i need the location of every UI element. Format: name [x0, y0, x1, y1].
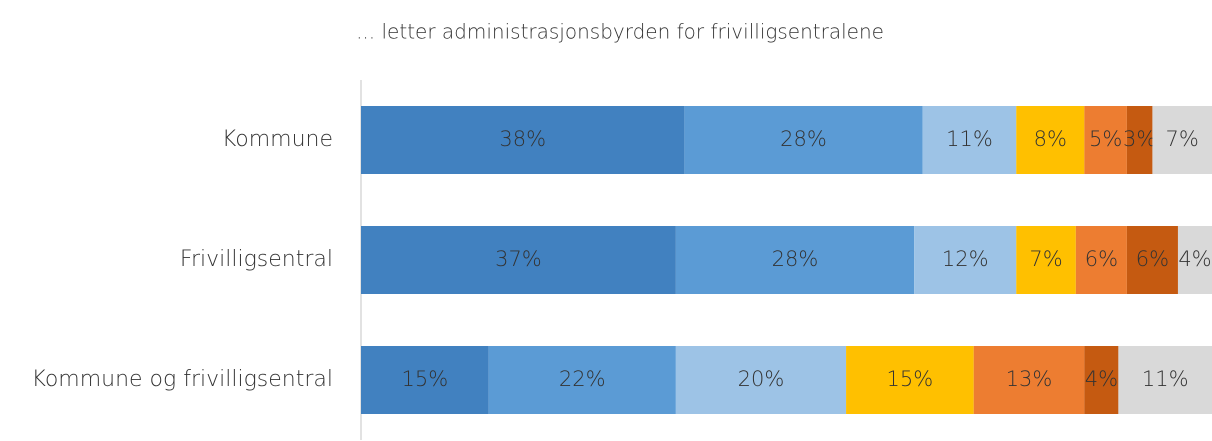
- bar-segment: [1152, 106, 1212, 174]
- data-label: 4%: [1178, 247, 1211, 271]
- data-label: 4%: [1085, 367, 1118, 391]
- data-label: 15%: [401, 367, 448, 391]
- bar-segment: [846, 346, 974, 414]
- data-label: 13%: [1006, 367, 1053, 391]
- bar-segment: [361, 226, 676, 294]
- bar-segment: [1075, 226, 1127, 294]
- data-label: 6%: [1136, 247, 1169, 271]
- data-label: 20%: [738, 367, 785, 391]
- data-label: 38%: [499, 127, 546, 151]
- y-tick-label: Kommune og frivilligsentral: [31, 367, 333, 392]
- data-label: 7%: [1029, 247, 1062, 271]
- bar-segment: [675, 346, 847, 414]
- data-label: 28%: [772, 247, 819, 271]
- bar-segment: [1016, 106, 1085, 174]
- chart-title: ... letter administrasjonsbyrden for fri…: [356, 20, 884, 44]
- bar-segment: [1126, 226, 1178, 294]
- data-label: 11%: [946, 127, 993, 151]
- bar-segment: [1084, 346, 1119, 414]
- data-label: 6%: [1085, 247, 1118, 271]
- bar-segment: [1118, 346, 1212, 414]
- bar-segment: [973, 346, 1085, 414]
- y-tick-label: Kommune: [222, 127, 333, 152]
- bar-segment: [922, 106, 1017, 174]
- bar-segment: [1084, 106, 1127, 174]
- data-label: 22%: [559, 367, 606, 391]
- bar-segment: [361, 106, 685, 174]
- bar-segment: [488, 346, 676, 414]
- y-tick-label: Frivilligsentral: [180, 247, 333, 272]
- data-label: 3%: [1123, 127, 1156, 151]
- bar-segment: [1126, 106, 1153, 174]
- bar-segment: [1016, 226, 1076, 294]
- bar-segment: [675, 226, 915, 294]
- data-label: 7%: [1166, 127, 1199, 151]
- data-label: 37%: [495, 247, 542, 271]
- data-label: 28%: [780, 127, 827, 151]
- bar-segment: [914, 226, 1017, 294]
- data-label: 12%: [942, 247, 989, 271]
- data-label: 11%: [1142, 367, 1189, 391]
- data-label: 5%: [1089, 127, 1122, 151]
- data-label: 15%: [887, 367, 934, 391]
- bar-segment: [684, 106, 923, 174]
- bar-segment: [1177, 226, 1212, 294]
- data-label: 8%: [1034, 127, 1067, 151]
- bar-segment: [361, 346, 489, 414]
